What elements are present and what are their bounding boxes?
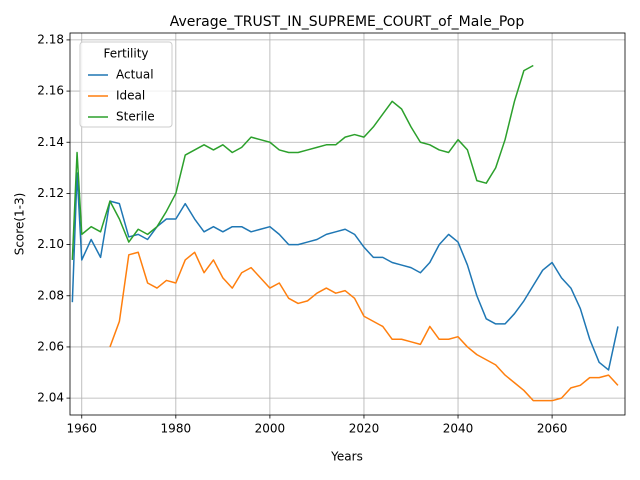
y-tick-label: 2.10 [37, 237, 64, 251]
legend-label: Actual [116, 68, 154, 82]
x-tick-label: 2000 [255, 422, 286, 436]
line-series [71, 64, 534, 260]
x-tick-label: 2040 [443, 422, 474, 436]
x-axis-label: Years [330, 450, 363, 464]
chart-title: Average_TRUST_IN_SUPREME_COURT_of_Male_P… [170, 14, 525, 30]
y-tick-label: 2.04 [37, 391, 64, 405]
y-axis-label: Score(1-3) [13, 193, 27, 256]
y-tick-label: 2.08 [37, 288, 64, 302]
y-tick-label: 2.18 [37, 32, 64, 46]
y-tick-label: 2.16 [37, 84, 64, 98]
x-tick-label: 1960 [66, 422, 97, 436]
y-tick-label: 2.06 [37, 339, 64, 353]
line-series [109, 251, 619, 402]
legend-box [79, 41, 173, 128]
axes-frame [69, 32, 626, 416]
legend-label: Ideal [116, 89, 145, 103]
x-tick-label: 2060 [537, 422, 568, 436]
y-tick-label: 2.12 [37, 186, 64, 200]
legend-label: Sterile [116, 110, 155, 124]
x-tick-label: 1980 [161, 422, 192, 436]
legend-title: Fertility [103, 47, 148, 61]
x-tick-label: 2020 [349, 422, 380, 436]
legend: Fertility Actual Ideal Sterile [79, 41, 173, 128]
y-tick-label: 2.14 [37, 135, 64, 149]
